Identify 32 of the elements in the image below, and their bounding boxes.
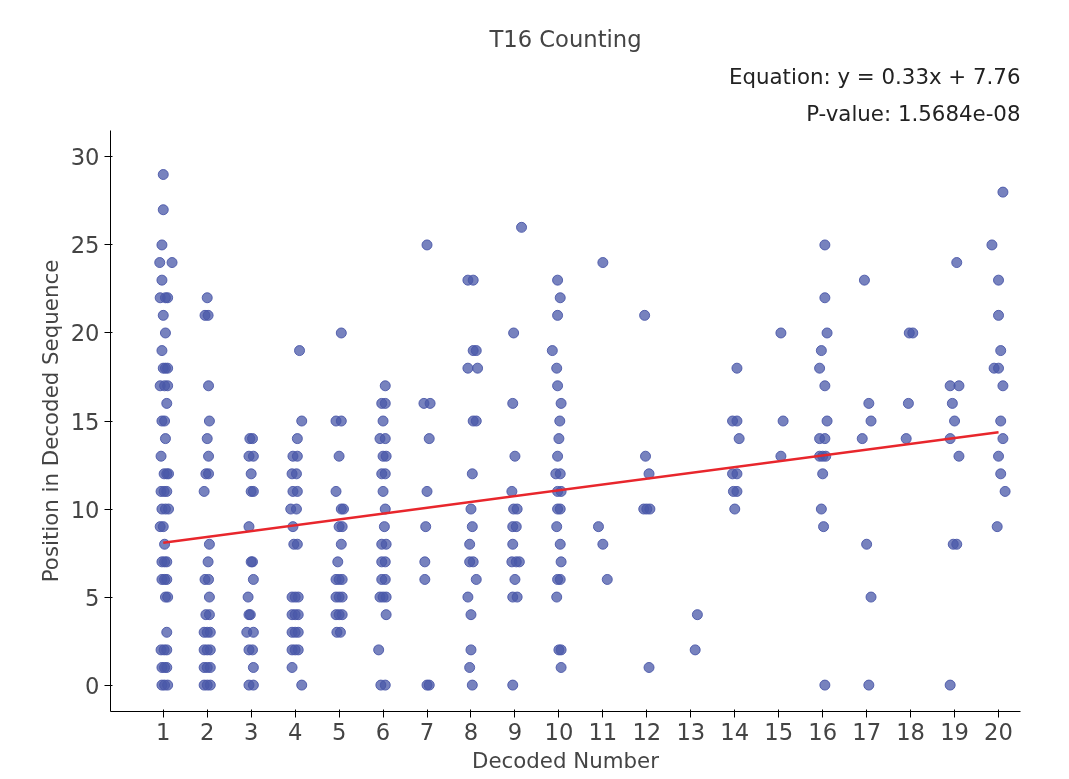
y-tick-label: 0 bbox=[85, 672, 100, 699]
y-tick-label: 30 bbox=[70, 144, 100, 171]
x-axis-title: Decoded Number bbox=[472, 747, 660, 773]
text: P-value: 1.5684e-08 bbox=[806, 100, 1021, 126]
x-tick-label: 3 bbox=[243, 718, 259, 745]
y-tick-label: 15 bbox=[70, 408, 100, 435]
x-tick-label: 18 bbox=[896, 718, 926, 745]
y-axis-title: Position in Decoded Sequence bbox=[37, 259, 63, 583]
x-tick-label: 7 bbox=[419, 718, 435, 745]
x-tick-label: 11 bbox=[588, 718, 618, 745]
x-tick-label: 8 bbox=[463, 718, 479, 745]
x-tick-label: 14 bbox=[720, 718, 750, 745]
x-tick-label: 1 bbox=[156, 718, 171, 745]
x-tick-label: 17 bbox=[852, 718, 882, 745]
x-tick-label: 15 bbox=[764, 718, 794, 745]
chart-title: T16 Counting bbox=[488, 25, 642, 52]
y-tick-label: 20 bbox=[70, 320, 100, 347]
text: Equation: y = 0.33x + 7.76 bbox=[729, 63, 1021, 89]
x-tick-label: 12 bbox=[632, 718, 662, 745]
x-tick-label: 20 bbox=[984, 718, 1013, 745]
y-tick-label: 5 bbox=[85, 584, 100, 611]
x-tick-label: 16 bbox=[808, 718, 838, 745]
x-tick-label: 9 bbox=[507, 718, 523, 745]
x-tick-label: 13 bbox=[676, 718, 706, 745]
y-tick-label: 25 bbox=[70, 232, 100, 259]
x-tick-label: 4 bbox=[287, 718, 303, 745]
x-tick-label: 5 bbox=[331, 718, 347, 745]
y-tick-label: 10 bbox=[70, 496, 100, 523]
x-tick-label: 6 bbox=[375, 718, 391, 745]
x-tick-label: 10 bbox=[544, 718, 574, 745]
x-tick-label: 2 bbox=[200, 718, 215, 745]
x-tick-label: 19 bbox=[940, 718, 969, 745]
